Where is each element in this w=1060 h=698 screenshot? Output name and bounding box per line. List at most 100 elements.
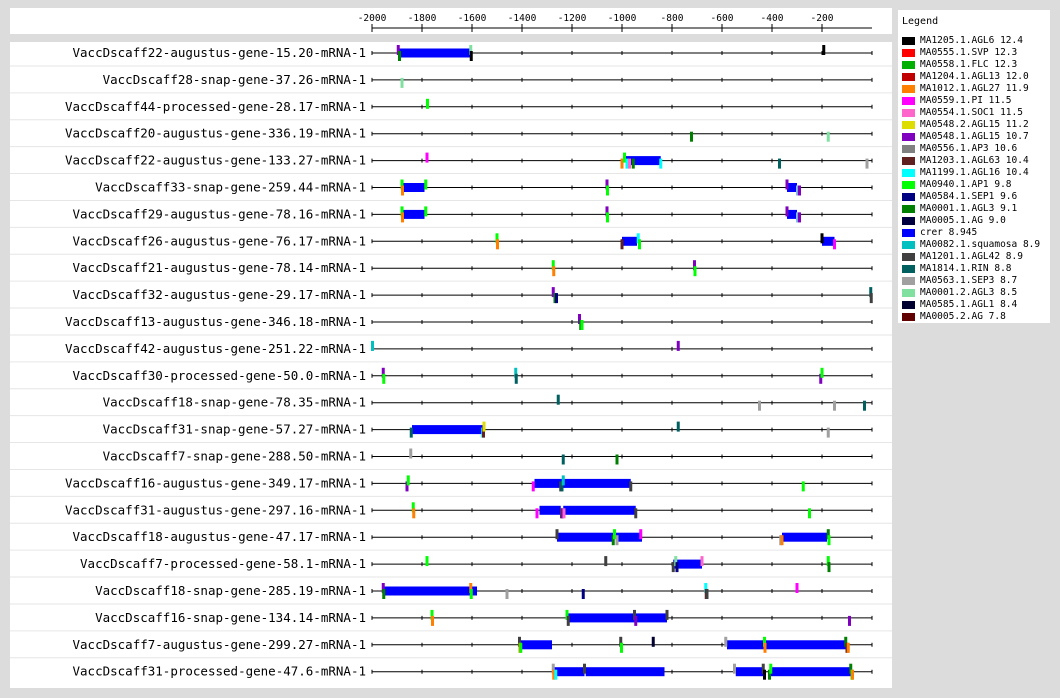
- motif-mark: [551, 663, 555, 674]
- motif-mark: [482, 421, 486, 432]
- motif-mark: [580, 320, 584, 330]
- motif-mark: [780, 535, 784, 546]
- motif-mark: [619, 636, 623, 647]
- legend-swatch: [902, 181, 915, 189]
- gene-row: VaccDscaff7-augustus-gene-299.27-mRNA-1: [10, 630, 892, 653]
- crer-region: [563, 478, 631, 488]
- motif-mark: [401, 212, 404, 223]
- legend-swatch: [902, 61, 915, 69]
- motif-mark: [827, 562, 831, 573]
- legend-label: MA0554.1.SOC1 11.5: [920, 107, 1023, 118]
- gene-row: VaccDscaff29-augustus-gene-78.16-mRNA-1: [10, 199, 892, 223]
- legend-item: MA0940.1.AP1 9.8: [902, 179, 1040, 191]
- gene-label: VaccDscaff44-processed-gene-28.17-mRNA-1: [65, 99, 366, 114]
- gene-row: VaccDscaff30-processed-gene-50.0-mRNA-1: [10, 361, 892, 384]
- legend-swatch: [902, 145, 915, 153]
- motif-mark: [844, 636, 848, 647]
- legend-item: MA0554.1.SOC1 11.5: [902, 107, 1040, 119]
- motif-mark: [820, 233, 824, 244]
- gene-row: VaccDscaff13-augustus-gene-346.18-mRNA-1: [10, 307, 892, 330]
- crer-region: [822, 236, 835, 246]
- gene-label: VaccDscaff21-augustus-gene-78.14-mRNA-1: [73, 260, 367, 275]
- motif-mark: [625, 158, 629, 169]
- legend-swatch: [902, 313, 915, 321]
- crer-region: [554, 667, 585, 677]
- crer-region: [622, 236, 637, 246]
- motif-mark: [869, 287, 873, 298]
- legend-swatch: [902, 85, 915, 93]
- legend-swatch: [902, 49, 915, 57]
- gene-label: VaccDscaff29-augustus-gene-78.16-mRNA-1: [73, 206, 367, 221]
- motif-mark: [615, 535, 619, 546]
- legend-swatch: [902, 241, 915, 249]
- motif-mark: [431, 615, 434, 626]
- motif-mark: [535, 508, 539, 519]
- gene-row: VaccDscaff31-augustus-gene-297.16-mRNA-1: [10, 495, 892, 519]
- legend-swatch: [902, 193, 915, 201]
- motif-mark: [555, 529, 559, 540]
- gene-row: VaccDscaff18-augustus-gene-47.17-mRNA-1: [10, 522, 892, 546]
- x-tick-label: -2000: [358, 13, 387, 24]
- motif-mark: [690, 131, 693, 142]
- legend-label: MA0585.1.AGL1 8.4: [920, 299, 1018, 310]
- legend-label: MA0555.1.SVP 12.3: [920, 47, 1018, 58]
- motif-mark: [758, 400, 761, 411]
- motif-mark: [693, 266, 697, 277]
- legend-label: MA1205.1.AGL6 12.4: [920, 35, 1023, 46]
- motif-mark: [514, 373, 518, 384]
- motif-mark: [606, 212, 609, 223]
- motif-mark: [551, 260, 555, 271]
- crer-region: [403, 183, 425, 192]
- crer-region: [412, 425, 484, 435]
- motif-mark: [371, 340, 374, 351]
- motif-mark: [634, 508, 638, 519]
- motif-mark: [846, 642, 850, 653]
- crer-region: [399, 48, 471, 58]
- motif-mark: [604, 556, 608, 567]
- gene-label: VaccDscaff16-augustus-gene-349.17-mRNA-1: [65, 475, 366, 490]
- gene-label: VaccDscaff31-processed-gene-47.6-mRNA-1: [73, 664, 367, 679]
- gene-label: VaccDscaff18-snap-gene-78.35-mRNA-1: [103, 395, 366, 410]
- legend-label: MA1012.1.AGL27 11.9: [920, 83, 1029, 94]
- legend-item: MA0082.1.squamosa 8.9: [902, 239, 1040, 251]
- x-tick-label: -800: [661, 13, 684, 24]
- gene-label: VaccDscaff20-augustus-gene-336.19-mRNA-1: [65, 126, 366, 141]
- gene-row: VaccDscaff31-snap-gene-57.27-mRNA-1: [10, 415, 892, 438]
- motif-mark: [554, 669, 558, 680]
- legend-label: MA0082.1.squamosa 8.9: [920, 239, 1041, 250]
- motif-mark: [409, 448, 413, 459]
- legend-item: MA1205.1.AGL6 12.4: [902, 35, 1040, 47]
- crer-region: [585, 667, 665, 677]
- gene-row: VaccDscaff18-snap-gene-285.19-mRNA-1: [10, 576, 892, 599]
- gene-label: VaccDscaff7-processed-gene-58.1-mRNA-1: [80, 556, 366, 571]
- track-chart: VaccDscaff22-augustus-gene-15.20-mRNA-1 V…: [10, 45, 892, 680]
- gene-row: VaccDscaff28-snap-gene-37.26-mRNA-1: [10, 65, 892, 88]
- crer-region: [557, 532, 615, 542]
- motif-mark: [833, 239, 836, 250]
- motif-mark: [801, 481, 805, 492]
- motif-mark: [400, 206, 404, 217]
- legend-swatch: [902, 121, 915, 129]
- motif-mark: [615, 454, 619, 465]
- motif-mark: [561, 454, 565, 465]
- motif-mark: [381, 583, 385, 593]
- legend-item: MA0005.2.AG 7.8: [902, 311, 1040, 323]
- x-tick-label: -1000: [608, 13, 637, 24]
- legend-item: MA1199.1.AGL16 10.4: [902, 167, 1040, 179]
- legend-swatch: [902, 265, 915, 273]
- gene-label: VaccDscaff42-augustus-gene-251.22-mRNA-1: [65, 341, 366, 356]
- motif-mark: [613, 529, 616, 540]
- motif-mark: [826, 556, 830, 567]
- x-tick-label: -600: [711, 13, 734, 24]
- legend-swatch: [902, 133, 915, 141]
- motif-mark: [552, 669, 556, 680]
- motif-mark: [424, 206, 428, 217]
- motif-mark: [605, 179, 609, 190]
- crer-region: [625, 156, 661, 166]
- gene-row: VaccDscaff33-snap-gene-259.44-mRNA-1: [10, 173, 892, 196]
- motif-mark: [733, 663, 736, 674]
- motif-mark: [863, 400, 866, 411]
- legend-swatch: [902, 217, 915, 225]
- legend-swatch: [902, 169, 915, 177]
- motif-mark: [482, 427, 485, 438]
